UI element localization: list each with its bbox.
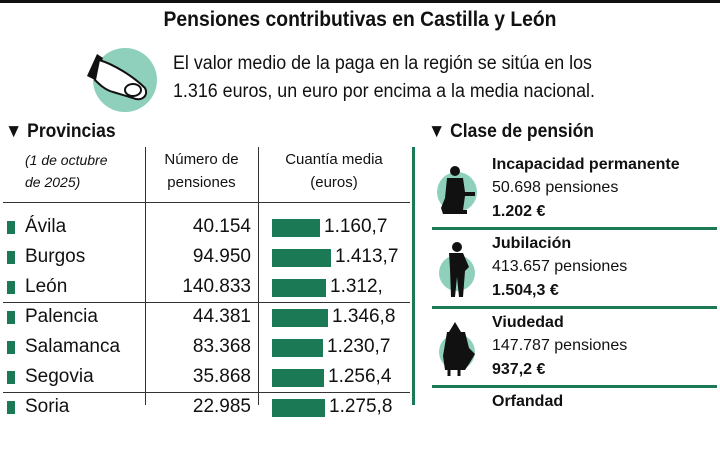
pension-count: 40.154 — [192, 216, 251, 237]
column-divider — [258, 147, 259, 405]
pension-class-item: Jubilación 413.657 pensiones 1.504,3 € — [432, 231, 720, 311]
province-name: Salamanca — [25, 336, 121, 357]
province-name: Burgos — [25, 246, 86, 267]
legend-square — [7, 341, 15, 354]
col-header-pensiones-2: pensiones — [167, 174, 236, 191]
group-rule — [3, 392, 410, 393]
province-name: León — [25, 276, 68, 297]
bar — [272, 219, 320, 237]
class-count: 413.657 pensiones — [492, 258, 628, 275]
legend-square — [7, 221, 15, 234]
province-name: Palencia — [25, 306, 98, 327]
class-amount: 1.504,3 € — [492, 282, 559, 299]
pension-class-item: Viudedad 147.787 pensiones 937,2 € — [432, 310, 720, 390]
top-rule — [0, 0, 720, 3]
legend-square — [7, 251, 15, 264]
header-rule — [3, 202, 410, 203]
table-row: Soria 22.985 1.275,8 — [0, 392, 410, 422]
pension-count: 44.381 — [192, 306, 251, 327]
class-name: Incapacidad permanente — [492, 156, 680, 173]
bar — [272, 249, 331, 267]
pension-class-item: Orfandad — [432, 389, 720, 469]
bar — [272, 279, 326, 297]
pension-class-item: Incapacidad permanente 50.698 pensiones 1.… — [432, 152, 720, 232]
intro-line-1: El valor medio de la paga en la región s… — [173, 53, 592, 74]
bar-value-label: 1.413,7 — [335, 246, 399, 267]
class-count: 50.698 pensiones — [492, 179, 619, 196]
intro-line-2: 1.316 euros, un euro por encima a la med… — [173, 81, 595, 102]
province-name: Segovia — [25, 366, 94, 387]
group-rule — [3, 302, 410, 303]
column-divider — [145, 147, 146, 405]
class-count: 147.787 pensiones — [492, 337, 628, 354]
bar-value-label: 1.230,7 — [327, 336, 391, 357]
bar — [272, 309, 328, 327]
class-amount: 937,2 € — [492, 361, 546, 378]
class-divider — [432, 306, 717, 309]
pension-count: 35.868 — [192, 366, 251, 387]
legend-square — [7, 311, 15, 324]
legend-square — [7, 401, 15, 414]
class-name: Viudedad — [492, 314, 564, 331]
bar-value-label: 1.256,4 — [328, 366, 392, 387]
bar-value-label: 1.160,7 — [324, 216, 388, 237]
table-row: León 140.833 1.312, — [0, 272, 410, 302]
col-header-pensiones: Número de pensiones — [145, 148, 258, 194]
hand-coin-icon — [87, 48, 157, 112]
pension-count: 140.833 — [182, 276, 251, 297]
class-divider — [432, 385, 717, 388]
clase-heading: ▼ Clase de pensión — [428, 121, 594, 142]
col-header-cuantia-2: (euros) — [310, 174, 358, 191]
section-divider — [412, 147, 415, 405]
table-row: Segovia 35.868 1.256,4 — [0, 362, 410, 392]
class-divider — [432, 227, 717, 230]
bar-value-label: 1.312, — [330, 276, 383, 297]
page-title: Pensiones contributivas en Castilla y Le… — [163, 8, 557, 31]
class-name: Jubilación — [492, 235, 572, 252]
provincias-heading: ▼ Provincias — [5, 121, 116, 142]
date-note-2: de 2025) — [25, 174, 81, 190]
legend-square — [7, 371, 15, 384]
table-row: Palencia 44.381 1.346,8 — [0, 302, 410, 332]
pension-count: 94.950 — [192, 246, 251, 267]
bar — [272, 339, 323, 357]
pension-count: 83.368 — [192, 336, 251, 357]
table-row: Burgos 94.950 1.413,7 — [0, 242, 410, 272]
intro-text: El valor medio de la paga en la región s… — [173, 50, 595, 106]
province-name: Soria — [25, 396, 70, 417]
bar — [272, 399, 325, 417]
province-name: Ávila — [25, 216, 67, 237]
class-name: Orfandad — [492, 393, 564, 410]
pension-count: 22.985 — [192, 396, 251, 417]
clase-heading-text: Clase de pensión — [450, 121, 594, 142]
bar — [272, 369, 324, 387]
date-note: (1 de octubre de 2025) — [25, 149, 108, 193]
col-header-cuantia: Cuantía media (euros) — [258, 148, 410, 194]
bar-value-label: 1.346,8 — [332, 306, 396, 327]
bar-value-label: 1.275,8 — [329, 396, 393, 417]
provincias-heading-text: Provincias — [27, 121, 116, 142]
legend-square — [7, 281, 15, 294]
class-amount: 1.202 € — [492, 203, 546, 220]
date-note-1: (1 de octubre — [25, 152, 108, 168]
table-row: Ávila 40.154 1.160,7 — [0, 212, 410, 242]
table-row: Salamanca 83.368 1.230,7 — [0, 332, 410, 362]
col-header-cuantia-1: Cuantía media — [285, 151, 383, 168]
col-header-pensiones-1: Número de — [164, 151, 239, 168]
